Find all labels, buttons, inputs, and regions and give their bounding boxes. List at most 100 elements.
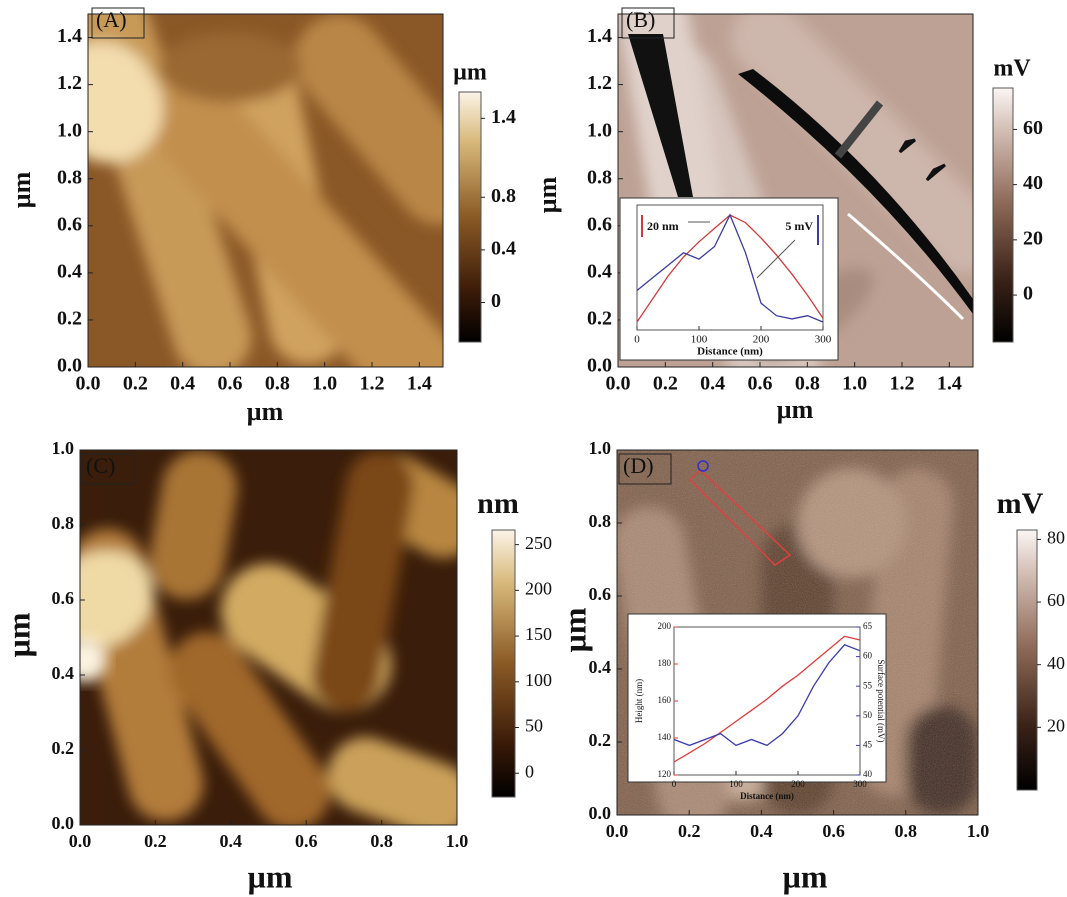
y-tick-label: 1.4 — [57, 25, 82, 47]
colorbar-label: mV — [993, 56, 1031, 82]
y-tick-label: 0.8 — [57, 166, 82, 188]
inset-y-tick-label: 180 — [658, 658, 672, 668]
inset-x-tick-label: 100 — [729, 779, 743, 789]
inset-y2-tick-label: 50 — [863, 710, 873, 720]
colorbar-tick-label: 0.8 — [491, 185, 516, 207]
y-tick-label: 0.0 — [587, 355, 612, 377]
y-tick-label: 0.6 — [587, 213, 612, 235]
scale-label: 5 mV — [785, 219, 813, 233]
x-tick-label: 0.6 — [295, 831, 318, 851]
colorbar-tick-label: 20 — [1047, 715, 1065, 735]
inset-y2-tick-label: 40 — [863, 769, 873, 779]
colorbar-tick-label: 0 — [491, 290, 501, 312]
x-tick-label: 0.6 — [218, 373, 243, 395]
inset-x-tick-label: 0 — [634, 334, 640, 346]
y-tick-label: 0.0 — [57, 355, 82, 377]
inset-x-tick-label: 200 — [791, 779, 805, 789]
inset-x-label: Distance (nm) — [697, 346, 763, 358]
figure: (A) 0.0 0.2 0.4 0.6 0.8 1.0 1.2 1.4 0.0 0.2 0.4 0.6 0… — [0, 0, 1067, 897]
inset-y2-tick-label: 55 — [863, 680, 873, 690]
colorbar-tick-label: 80 — [1047, 528, 1065, 548]
y-axis-label: µm — [556, 607, 592, 652]
x-tick-label: 0.8 — [265, 373, 290, 395]
y-tick-label: 0.4 — [52, 663, 75, 683]
colorbar-tick-label: 0 — [1023, 283, 1033, 305]
x-tick-label: 1.0 — [842, 373, 867, 395]
y-tick-label: 1.2 — [57, 72, 82, 94]
y-tick-label: 0.0 — [589, 803, 612, 823]
colorbar-tick-label: 50 — [525, 716, 543, 736]
colorbar-label: nm — [477, 487, 519, 520]
y-axis-label: µm — [7, 171, 36, 208]
x-tick-label: 0.8 — [370, 831, 393, 851]
x-tick-label: 0.4 — [220, 831, 243, 851]
panel-label: (C) — [86, 453, 115, 478]
x-tick-label: 0.2 — [123, 373, 148, 395]
inset-y-tick-label: 120 — [658, 769, 672, 779]
inset-y-tick-label: 140 — [658, 732, 672, 742]
colorbar-tick-label: 20 — [1023, 227, 1043, 249]
y-tick-label: 0.4 — [589, 657, 612, 677]
y-tick-label: 1.2 — [587, 72, 612, 94]
y-tick-label: 0.8 — [52, 513, 75, 533]
rod — [159, 32, 301, 103]
x-tick-label: 1.4 — [937, 373, 962, 395]
x-tick-label: 0.2 — [144, 831, 167, 851]
inset-x-tick-label: 300 — [815, 334, 832, 346]
y-tick-label: 0.2 — [52, 738, 75, 758]
colorbar — [993, 88, 1013, 342]
y-tick-label: 0.6 — [589, 584, 612, 604]
inset-y-label: Height (nm) — [634, 679, 644, 723]
x-tick-label: 0.8 — [895, 821, 918, 841]
colorbar-tick-label: 0.4 — [491, 237, 516, 259]
colorbar-tick-label: 1.4 — [491, 106, 516, 128]
inset-y-tick-label: 160 — [658, 695, 672, 705]
colorbar-tick-label: 200 — [525, 578, 552, 598]
y-axis-label: µm — [0, 612, 36, 657]
colorbar-tick-label: 250 — [525, 533, 552, 553]
inset-y2-tick-label: 45 — [863, 739, 873, 749]
inset-y-tick-label: 200 — [658, 621, 672, 631]
x-tick-label: 0.6 — [822, 821, 845, 841]
colorbar — [1017, 530, 1037, 790]
scale-label: 20 nm — [647, 219, 679, 233]
colorbar — [492, 530, 515, 797]
panel-label: (B) — [626, 7, 655, 32]
inset-x-label: Distance (nm) — [740, 791, 794, 801]
y-tick-label: 1.4 — [587, 25, 612, 47]
y-tick-label: 1.0 — [57, 119, 82, 141]
panel-label: (A) — [96, 7, 127, 32]
y-tick-label: 1.0 — [589, 438, 612, 458]
afm-image — [26, 441, 495, 849]
x-tick-label: 1.0 — [446, 831, 469, 851]
colorbar-tick-label: 40 — [1047, 653, 1065, 673]
inset-x-tick-label: 0 — [672, 779, 677, 789]
x-tick-label: 0.8 — [795, 373, 820, 395]
colorbar-label: mV — [997, 487, 1044, 520]
y-tick-label: 1.0 — [587, 119, 612, 141]
y-tick-label: 0.8 — [589, 511, 612, 531]
colorbar-tick-label: 60 — [1047, 590, 1065, 610]
x-tick-label: 1.2 — [890, 373, 915, 395]
x-axis-label: µm — [777, 395, 814, 424]
y-tick-label: 0.6 — [52, 588, 75, 608]
x-tick-label: 0.2 — [653, 373, 678, 395]
y-tick-label: 0.4 — [57, 260, 82, 282]
x-axis-label: µm — [247, 858, 292, 894]
y-tick-label: 0.2 — [589, 730, 612, 750]
x-tick-label: 0.4 — [170, 373, 195, 395]
x-axis-label: µm — [247, 397, 284, 426]
inset-x-tick-label: 300 — [853, 779, 867, 789]
colorbar-tick-label: 0 — [525, 761, 534, 781]
inset-x-tick-label: 200 — [753, 334, 770, 346]
y-tick-label: 0.4 — [587, 260, 612, 282]
y-tick-label: 0.6 — [57, 213, 82, 235]
y-tick-label: 1.0 — [52, 438, 75, 458]
colorbar-tick-label: 60 — [1023, 117, 1043, 139]
panel-label: (D) — [623, 453, 654, 478]
colorbar-tick-label: 40 — [1023, 172, 1043, 194]
x-tick-label: 0.4 — [750, 821, 773, 841]
y-tick-label: 0.8 — [587, 166, 612, 188]
colorbar-tick-label: 150 — [525, 624, 552, 644]
x-tick-label: 0.6 — [748, 373, 773, 395]
